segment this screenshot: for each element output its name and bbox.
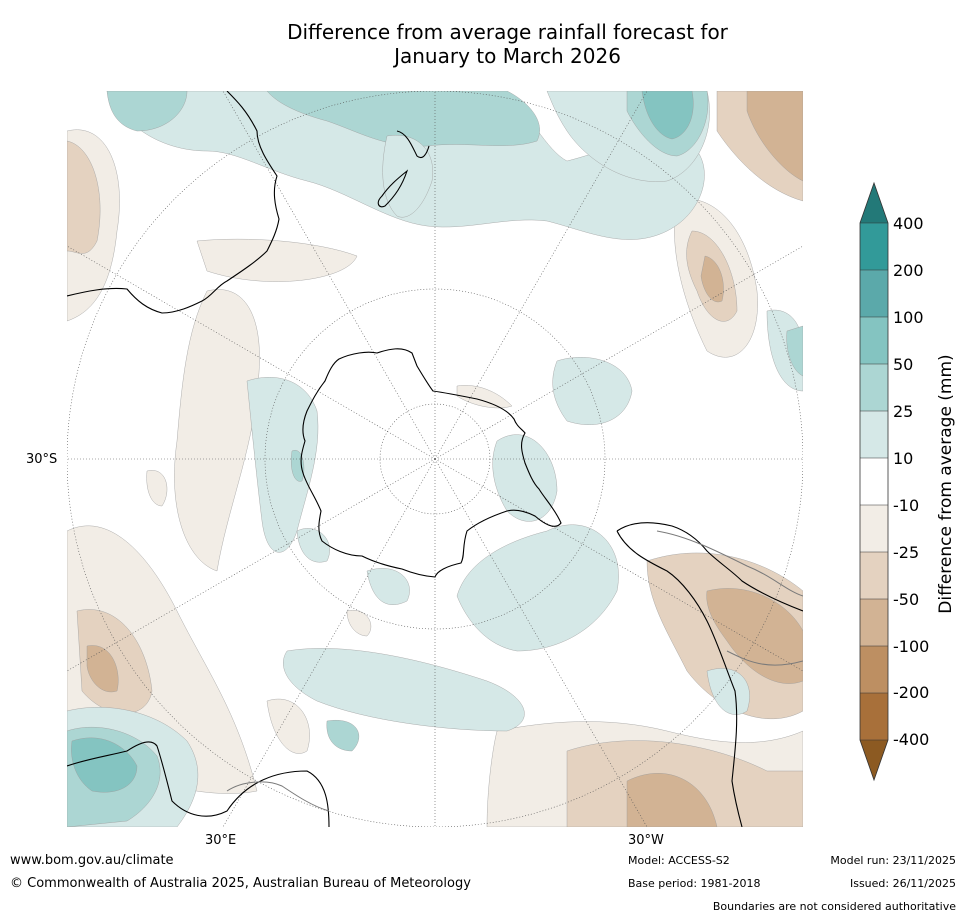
colorbar-label: Difference from average (mm) [936,354,956,614]
anomaly-contour-pos10 [456,524,619,652]
longitude-label-30w: 30°W [628,833,664,848]
colorbar-arrow-bottom [860,740,888,780]
anomaly-contour-pos10 [706,668,750,715]
anomaly-contour-neg50 [746,91,803,182]
footer-base-period: Base period: 1981-2018 [628,877,761,890]
footer-model-run: Model run: 23/11/2025 [830,854,956,867]
colorbar-bin-100-200 [860,270,888,317]
colorbar-tick-neg10: -10 [893,496,920,515]
colorbar-bin-neg100-neg200 [860,646,888,693]
anomaly-contour-pos25 [326,720,360,752]
colorbar-bin-neg200-neg400 [860,693,888,740]
anomaly-contour-neg10 [146,470,168,507]
colorbar-tick-100: 100 [893,308,924,327]
colorbar-tick-neg400: -400 [893,730,930,749]
anomaly-contour-pos25 [786,325,803,377]
anomaly-contour-neg25 [67,140,101,254]
colorbar-tick-200: 200 [893,261,924,280]
anomaly-contour-pos25 [106,91,188,132]
colorbar-tick-neg200: -200 [893,683,930,702]
chart-title: Difference from average rainfall forecas… [0,20,965,68]
footer-disclaimer: Boundaries are not considered authoritat… [712,900,956,913]
south-america-coastline [616,522,803,827]
colorbar-bin-neg50-neg100 [860,599,888,646]
anomaly-contour-neg10 [196,238,358,282]
coastlines [67,91,803,827]
colorbar-bin-neutral [860,458,888,505]
colorbar-bin-neg25-neg50 [860,552,888,599]
colorbar-tick-neg25: -25 [893,543,920,562]
country-boundaries [226,530,803,812]
anomaly-contour-neg10 [174,289,260,572]
australia-coastline [67,91,280,314]
colorbar [859,181,889,782]
colorbar-bin-neg10-neg25 [860,505,888,552]
anomaly-contour-neg10 [456,385,513,409]
colorbar-tick-10: 10 [893,449,914,468]
anomaly-contour-pos10 [552,357,633,425]
rainfall-anomaly-map [67,91,803,827]
anomaly-contour-neg50 [700,255,724,303]
title-line-2: January to March 2026 [394,44,621,68]
colorbar-tick-neg50: -50 [893,590,920,609]
colorbar-tick-neg100: -100 [893,637,930,656]
dry-anomaly-regions [67,91,803,827]
colorbar-arrow-top [860,183,888,223]
title-line-1: Difference from average rainfall forecas… [287,20,728,44]
footer-model: Model: ACCESS-S2 [628,854,730,867]
wet-anomaly-regions [67,91,803,827]
anomaly-contour-pos50 [641,91,694,140]
colorbar-tick-25: 25 [893,402,914,421]
colorbar-tick-400: 400 [893,214,924,233]
anomaly-contour-pos10 [492,434,558,522]
footer-issued: Issued: 26/11/2025 [849,877,956,890]
footer-copyright: © Commonwealth of Australia 2025, Austra… [10,876,471,891]
anomaly-contour-neg10 [266,698,310,754]
anomaly-contour-pos10 [296,528,330,563]
anomaly-contour-pos10 [366,568,410,605]
anomaly-contour-pos50 [71,737,138,793]
anomaly-contour-pos10 [382,135,433,218]
footer-url: www.bom.gov.au/climate [10,853,174,868]
antarctica-coastline [300,348,562,578]
colorbar-bin-50-100 [860,317,888,364]
anomaly-contour-neg50 [706,588,803,684]
colorbar-bin-10-25 [860,411,888,458]
colorbar-bin-25-50 [860,364,888,411]
anomaly-contour-neg50 [86,645,119,693]
colorbar-bin-200-400 [860,223,888,270]
new-zealand-coastline [377,130,430,208]
africa-coastline [67,741,330,827]
longitude-label-30e: 30°E [205,833,237,848]
graticule [67,91,803,827]
colorbar-tick-50: 50 [893,355,914,374]
anomaly-contour-pos10 [283,648,525,732]
anomaly-contour-neg50 [626,773,718,827]
latitude-label-30s: 30°S [26,452,58,467]
